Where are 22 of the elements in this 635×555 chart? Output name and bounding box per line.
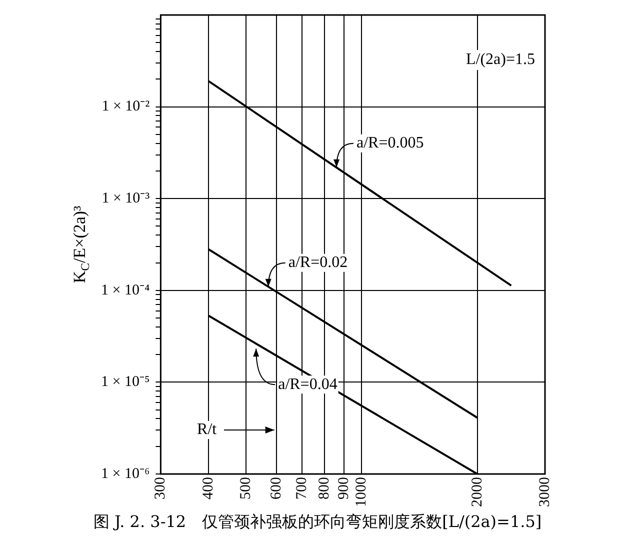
text: 图 J. 2. 3-12 仅管颈补强板的环向弯矩刚度系数[L/(2a)=1.5] <box>92 512 543 533</box>
x-tick-label: 300 <box>152 477 169 500</box>
x-tick-label: 600 <box>268 477 284 500</box>
annotation: a/R=0.04 <box>278 376 338 393</box>
y-tick-label: 1 × 10⁻³ <box>102 190 150 207</box>
annotation: a/R=0.005 <box>356 134 424 152</box>
y-tick-label: 1 × 10⁻⁴ <box>100 282 150 298</box>
x-tick-label: 500 <box>238 477 254 500</box>
x-tick-label: 1000 <box>354 477 370 507</box>
annotation: R/t <box>196 421 218 440</box>
y-tick-label: 1 × 10⁻⁶ <box>100 466 150 482</box>
x-tick-label: 400 <box>200 477 217 500</box>
annotation: a/R=0.02 <box>288 254 348 272</box>
y-tick-label: 1 × 10⁻² <box>102 98 150 115</box>
annotation: L/(2a)=1.5 <box>466 51 535 68</box>
x-tick-label: 3000 <box>536 477 553 507</box>
x-tick-label: 900 <box>336 477 352 500</box>
x-tick-label: 2000 <box>469 477 486 507</box>
y-axis-title: KC/E×(2a)³ <box>70 206 92 284</box>
y-tick-label: 1 × 10⁻⁵ <box>100 374 150 390</box>
x-tick-label: 700 <box>294 477 310 500</box>
x-tick-label: 800 <box>316 477 332 500</box>
